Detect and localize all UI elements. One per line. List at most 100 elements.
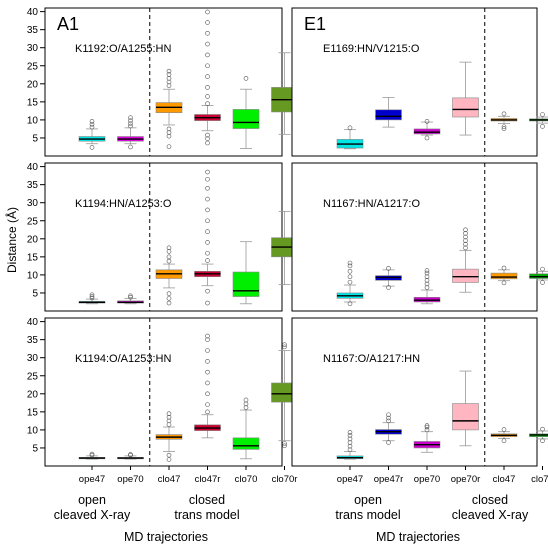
outlier-point [166,126,172,132]
outlier-point [166,245,172,251]
outlier-point [501,124,507,130]
box-ope47 [336,125,364,150]
outlier-point [166,254,172,260]
outlier-point [128,144,133,150]
outlier-point [205,348,210,353]
y-tick-label: 20 [27,389,39,400]
outlier-point [128,118,133,123]
x-tick-label: clo47r [195,474,221,485]
outlier-point [463,227,468,233]
outlier-point [205,337,210,342]
panel-6: N1167:O/A1217:HN ope47 ope47r ope70 ope70r cl… [291,317,548,485]
outlier-point [386,412,391,418]
outlier-point [166,414,172,420]
box-iqr [490,272,518,280]
outlier-point [347,301,353,307]
outlier-point [205,380,210,386]
box-ope47r [375,266,402,290]
box-iqr [375,109,402,121]
outlier-point [540,280,545,285]
outlier-point [166,422,172,427]
outlier-point [128,121,133,126]
x-tick-label: clo70 [531,474,548,485]
box-ope70r [452,61,479,136]
panel-1: 5 10 15 20 25 30 35 40 A1 K1192:O/A1255:HN [27,7,298,157]
y-tick-label: 30 [27,353,39,364]
panel-tag: E1 [304,14,326,34]
outlier-point [540,426,545,432]
outlier-point [386,266,391,271]
outlier-point [128,115,133,121]
outlier-point [424,281,430,287]
box-clo70r [271,342,298,449]
outlier-point [347,279,353,285]
box-clo47 [490,111,518,131]
outlier-point [89,119,95,124]
outlier-point [205,196,210,202]
outlier-point [205,9,210,15]
outlier-point [386,285,391,290]
box-ope70 [413,268,441,305]
outlier-point [463,241,468,247]
outlier-point [463,238,468,243]
y-tick-label: 35 [27,180,39,191]
outlier-point [205,176,210,182]
outlier-point [205,20,210,25]
outlier-point [205,41,210,47]
y-tick-label: 10 [27,115,39,126]
x-tick-label: ope70 [414,474,440,485]
panel-2: E1 E1169:HN/V1215:O [291,7,548,157]
panel-4: N1167:HN/A1217:O [291,162,548,312]
outlier-point [243,405,249,410]
panel-title: E1169:HN/V1215:O [323,43,420,55]
x-tick-label: ope47r [374,474,404,485]
box-iqr [452,403,479,431]
outlier-point [347,430,353,435]
x-tick-label: ope47 [337,474,363,485]
box-clo47 [155,411,183,462]
outlier-point [205,169,210,175]
outlier-point [424,278,430,283]
y-tick-label: 20 [27,79,39,90]
outlier-point [205,288,210,294]
outlier-point [205,185,210,191]
panel-title: K1194:HN/A1253:O [75,198,172,210]
outlier-point [424,424,430,430]
y-tick-label: 15 [27,407,39,418]
box-ope70r [452,370,479,447]
box-clo70 [529,426,548,444]
panel-tag: A1 [57,14,79,34]
outlier-point [166,72,172,77]
outlier-point [89,145,95,150]
outlier-point [282,443,287,449]
outlier-point [243,76,249,81]
outlier-point [347,436,353,442]
box-ope47 [78,292,106,305]
outlier-point [89,124,95,130]
outlier-point [205,333,210,339]
outlier-point [166,249,172,254]
outlier-point [501,438,507,444]
outlier-point [424,135,430,141]
outlier-point [166,300,172,306]
box-ope70 [117,293,144,305]
outlier-point [89,294,95,299]
outlier-point [282,441,287,446]
outlier-point [166,296,172,301]
outlier-point [205,74,210,79]
y-tick-label: 15 [27,252,39,263]
outlier-point [205,140,210,146]
box-ope70 [117,452,144,460]
outlier-point [347,125,353,131]
y-tick-label: 5 [32,288,38,299]
outlier-point [540,438,545,444]
outlier-point [501,280,507,286]
outlier-point [347,274,353,280]
box-clo70 [529,112,548,129]
outlier-point [424,119,430,124]
outlier-point [205,402,210,407]
outlier-point [347,263,353,269]
box-clo70 [232,397,260,460]
x-tick-label: clo70r [272,474,298,485]
